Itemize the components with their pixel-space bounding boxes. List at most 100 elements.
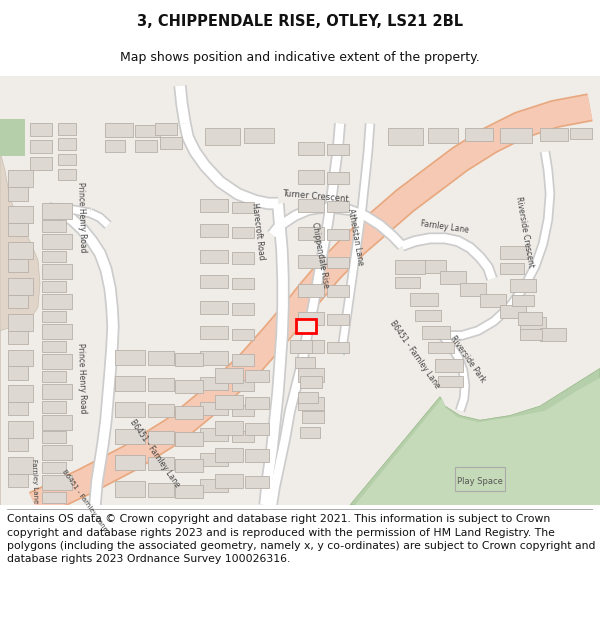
- Text: Prince Henry Road: Prince Henry Road: [76, 342, 88, 413]
- Bar: [8, 171, 33, 187]
- Bar: [298, 199, 324, 212]
- Bar: [42, 264, 72, 279]
- Text: Map shows position and indicative extent of the property.: Map shows position and indicative extent…: [120, 51, 480, 64]
- Bar: [410, 293, 438, 306]
- Bar: [115, 349, 145, 364]
- Bar: [42, 401, 66, 412]
- Bar: [295, 357, 315, 368]
- Bar: [244, 128, 274, 143]
- Bar: [8, 421, 33, 438]
- Bar: [327, 257, 349, 269]
- Polygon shape: [355, 378, 600, 505]
- Bar: [160, 138, 182, 149]
- Bar: [148, 351, 174, 364]
- Bar: [8, 223, 28, 236]
- Bar: [215, 368, 243, 382]
- Bar: [245, 449, 269, 462]
- Bar: [327, 286, 349, 297]
- Bar: [42, 414, 72, 429]
- Bar: [520, 316, 546, 330]
- Text: Prince Henry Road: Prince Henry Road: [76, 182, 88, 253]
- Bar: [42, 371, 66, 382]
- Bar: [435, 359, 463, 372]
- Bar: [115, 429, 145, 444]
- Bar: [42, 445, 72, 460]
- Bar: [298, 368, 324, 381]
- Bar: [327, 342, 349, 353]
- Bar: [105, 141, 125, 152]
- Bar: [232, 202, 254, 213]
- Bar: [58, 169, 76, 180]
- Text: B6451 - Farnley Lane: B6451 - Farnley Lane: [61, 468, 109, 532]
- Bar: [232, 329, 254, 340]
- Bar: [480, 294, 506, 307]
- Bar: [42, 204, 72, 219]
- Bar: [42, 492, 66, 503]
- Bar: [42, 281, 66, 292]
- Bar: [232, 379, 254, 391]
- Bar: [200, 301, 228, 314]
- Bar: [327, 229, 349, 240]
- Bar: [205, 128, 240, 145]
- Text: Farnley Lane: Farnley Lane: [31, 459, 39, 504]
- Bar: [115, 402, 145, 418]
- Bar: [518, 312, 542, 325]
- Bar: [428, 342, 454, 353]
- Bar: [327, 314, 349, 325]
- Bar: [58, 123, 76, 134]
- Bar: [500, 246, 528, 259]
- Bar: [232, 278, 254, 289]
- Bar: [42, 251, 66, 262]
- Bar: [215, 448, 243, 462]
- Bar: [8, 331, 28, 344]
- Bar: [327, 201, 349, 212]
- Text: Contains OS data © Crown copyright and database right 2021. This information is : Contains OS data © Crown copyright and d…: [7, 514, 596, 564]
- Bar: [298, 284, 324, 297]
- Text: B6451 - Farnley Lane: B6451 - Farnley Lane: [128, 418, 182, 489]
- Bar: [245, 423, 269, 435]
- Bar: [8, 402, 28, 416]
- Bar: [245, 397, 269, 409]
- Bar: [42, 324, 72, 339]
- Bar: [500, 263, 524, 274]
- Bar: [115, 455, 145, 470]
- Bar: [8, 457, 33, 474]
- Bar: [200, 249, 228, 263]
- Bar: [465, 128, 493, 141]
- Bar: [42, 221, 66, 232]
- Text: Farnley Lane: Farnley Lane: [420, 219, 470, 235]
- Bar: [8, 278, 33, 295]
- Bar: [395, 277, 420, 288]
- Bar: [395, 260, 425, 274]
- Bar: [200, 428, 228, 441]
- Bar: [500, 305, 526, 318]
- Bar: [42, 431, 66, 442]
- Bar: [8, 314, 33, 331]
- Bar: [232, 354, 254, 366]
- Bar: [388, 128, 423, 145]
- Bar: [510, 279, 536, 292]
- Text: Riverside Park: Riverside Park: [449, 334, 487, 384]
- Bar: [8, 259, 28, 272]
- Bar: [232, 303, 254, 314]
- Bar: [200, 377, 228, 390]
- Bar: [58, 154, 76, 165]
- Polygon shape: [350, 368, 600, 505]
- Bar: [30, 158, 52, 169]
- Bar: [30, 141, 52, 152]
- Bar: [298, 255, 324, 269]
- Bar: [105, 123, 133, 136]
- Bar: [298, 392, 318, 403]
- Bar: [296, 319, 316, 332]
- Bar: [215, 395, 243, 409]
- Bar: [422, 326, 450, 339]
- Bar: [148, 457, 174, 470]
- Bar: [8, 242, 33, 259]
- Bar: [415, 310, 441, 321]
- Bar: [42, 294, 72, 309]
- Bar: [8, 188, 28, 201]
- Bar: [8, 295, 28, 308]
- Text: Chippendale Rise: Chippendale Rise: [310, 222, 330, 289]
- Bar: [298, 142, 324, 156]
- Text: Play Space: Play Space: [457, 477, 503, 486]
